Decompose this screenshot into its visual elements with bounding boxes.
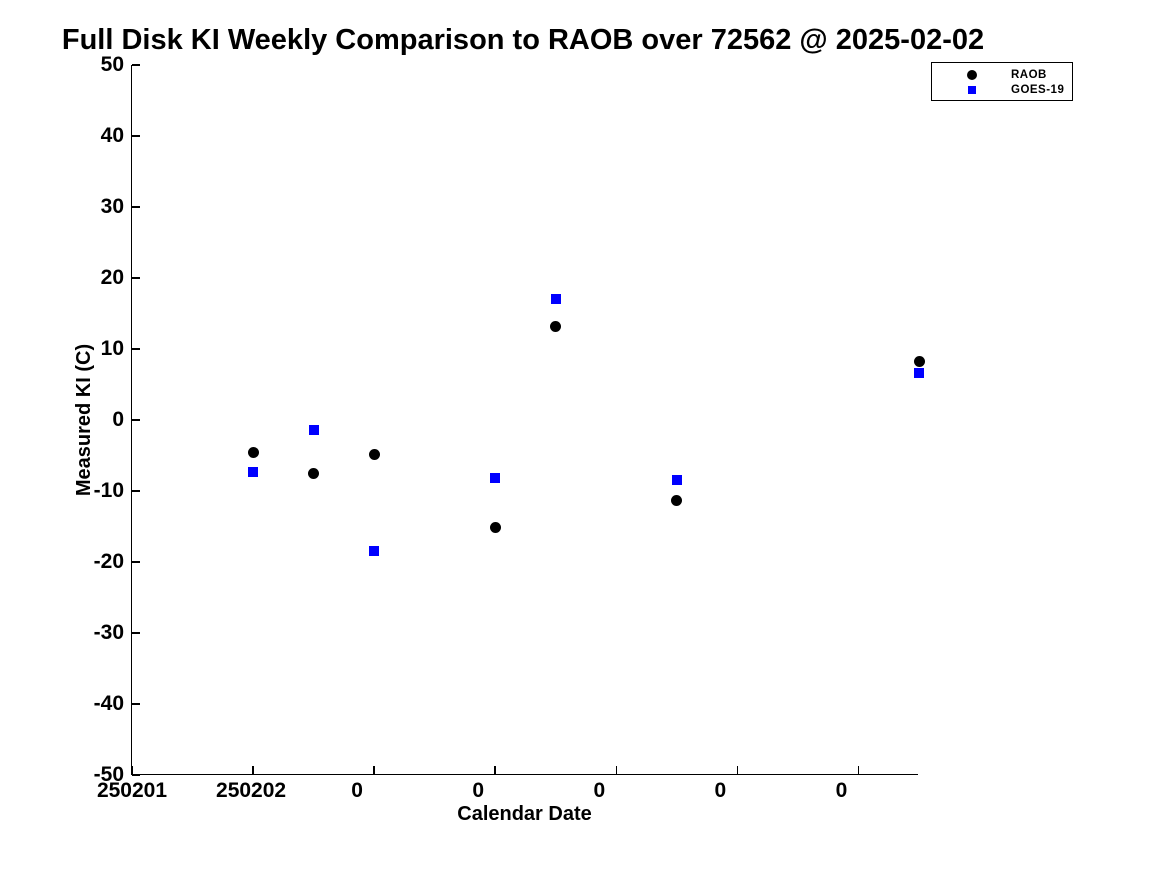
x-axis-label: Calendar Date <box>457 803 592 825</box>
x-tick-mark <box>373 766 375 774</box>
raob-data-point <box>308 467 320 479</box>
raob-data-point <box>489 522 501 534</box>
raob-data-point <box>913 356 925 368</box>
legend-item-raob: RAOB <box>932 68 1072 82</box>
y-tick-mark <box>132 703 140 705</box>
goes-19-data-point <box>308 424 319 435</box>
y-tick-label: -10 <box>93 479 124 502</box>
x-tick-label: 250202 <box>216 779 287 802</box>
y-tick-mark <box>132 490 140 492</box>
y-tick-mark <box>132 277 140 279</box>
goes-19-data-point <box>248 466 259 477</box>
y-tick-mark <box>132 64 140 66</box>
raob-data-point <box>368 449 380 461</box>
legend-box: RAOB GOES-19 <box>931 62 1073 101</box>
goes-19-data-point <box>490 473 501 484</box>
y-tick-label: -40 <box>93 692 124 715</box>
goes-19-data-point <box>369 545 380 556</box>
x-tick-label: 0 <box>714 779 727 802</box>
x-tick-label: 0 <box>472 779 485 802</box>
y-tick-label: 0 <box>112 408 124 431</box>
y-tick-mark <box>132 135 140 137</box>
y-tick-label: -30 <box>93 621 124 644</box>
legend-label-goes19: GOES-19 <box>1011 84 1065 96</box>
plot-area: 50 40 30 20 10 0 -10 -20 -30 -40 -50 250201 250202 0 0… <box>94 54 925 802</box>
y-tick-mark <box>132 348 140 350</box>
y-tick-mark <box>132 419 140 421</box>
chart-title: Full Disk KI Weekly Comparison to RAOB o… <box>61 24 985 56</box>
y-tick-label: 40 <box>100 124 124 147</box>
raob-circle-marker-icon <box>967 70 977 80</box>
y-tick-mark <box>132 774 140 776</box>
raob-data-point <box>671 494 683 506</box>
x-tick-label: 250201 <box>96 779 168 802</box>
y-tick-mark <box>132 206 140 208</box>
goes-19-data-point <box>671 475 682 486</box>
raob-data-point <box>550 321 562 333</box>
x-tick-mark <box>494 766 497 774</box>
y-tick-label: 20 <box>100 266 124 289</box>
y-tick-label: 10 <box>100 337 124 360</box>
goes19-square-marker-icon <box>968 86 976 94</box>
x-tick-label: 0 <box>835 779 848 802</box>
x-tick-mark <box>857 766 860 774</box>
x-tick-label: 0 <box>593 779 606 802</box>
goes-19-data-point <box>550 294 561 305</box>
y-tick-label: 50 <box>100 53 124 76</box>
x-tick-label: 0 <box>351 779 363 802</box>
x-tick-mark <box>615 766 618 774</box>
legend-item-goes19: GOES-19 <box>932 83 1072 97</box>
legend-label-raob: RAOB <box>1011 69 1047 81</box>
x-tick-mark <box>252 766 254 774</box>
y-tick-label: -20 <box>93 550 124 573</box>
y-tick-mark <box>132 632 140 634</box>
y-tick-label: -50 <box>93 763 124 786</box>
y-tick-mark <box>132 561 140 563</box>
x-tick-mark <box>131 766 133 774</box>
x-tick-mark <box>736 766 739 774</box>
raob-data-point <box>247 447 259 459</box>
y-tick-label: 30 <box>100 195 124 218</box>
goes-19-data-point <box>914 368 924 379</box>
